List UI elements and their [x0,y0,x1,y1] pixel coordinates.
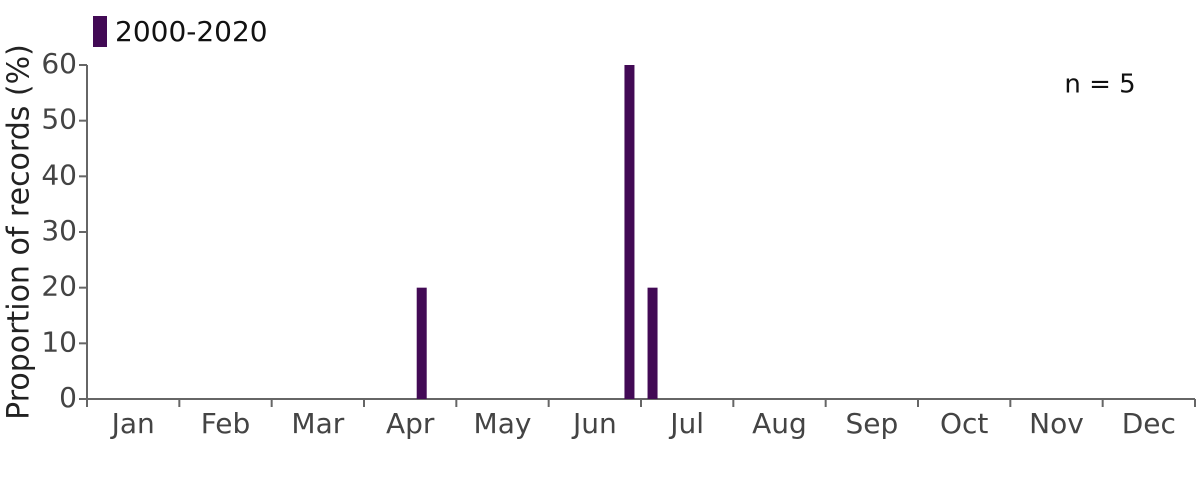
y-axis-label: Proportion of records (%) [2,44,37,420]
bar [624,65,635,399]
x-tick-label: Apr [386,407,435,440]
annotation: n = 5 [1064,70,1135,100]
x-tick-label: Feb [201,407,251,440]
bar [416,287,427,399]
bar [647,287,658,399]
x-tick-label: Sep [845,407,898,440]
y-tick-label: 20 [41,270,77,303]
x-tick-label: Jan [110,407,155,440]
y-tick-label: 30 [41,214,77,247]
legend-swatch [93,16,107,47]
legend-label: 2000-2020 [115,15,268,48]
x-tick-label: Jun [571,407,617,440]
x-tick-label: May [474,407,532,440]
x-tick-label: Aug [752,407,807,440]
x-tick-label: Oct [940,407,988,440]
x-tick-label: Jul [668,407,704,440]
y-tick-label: 60 [41,47,77,80]
y-tick-label: 10 [41,325,77,358]
x-tick-label: Nov [1029,407,1084,440]
y-tick-label: 0 [59,381,77,414]
x-tick-label: Dec [1122,407,1176,440]
x-tick-label: Mar [291,407,344,440]
y-tick-label: 40 [41,158,77,191]
y-tick-label: 50 [41,103,77,136]
